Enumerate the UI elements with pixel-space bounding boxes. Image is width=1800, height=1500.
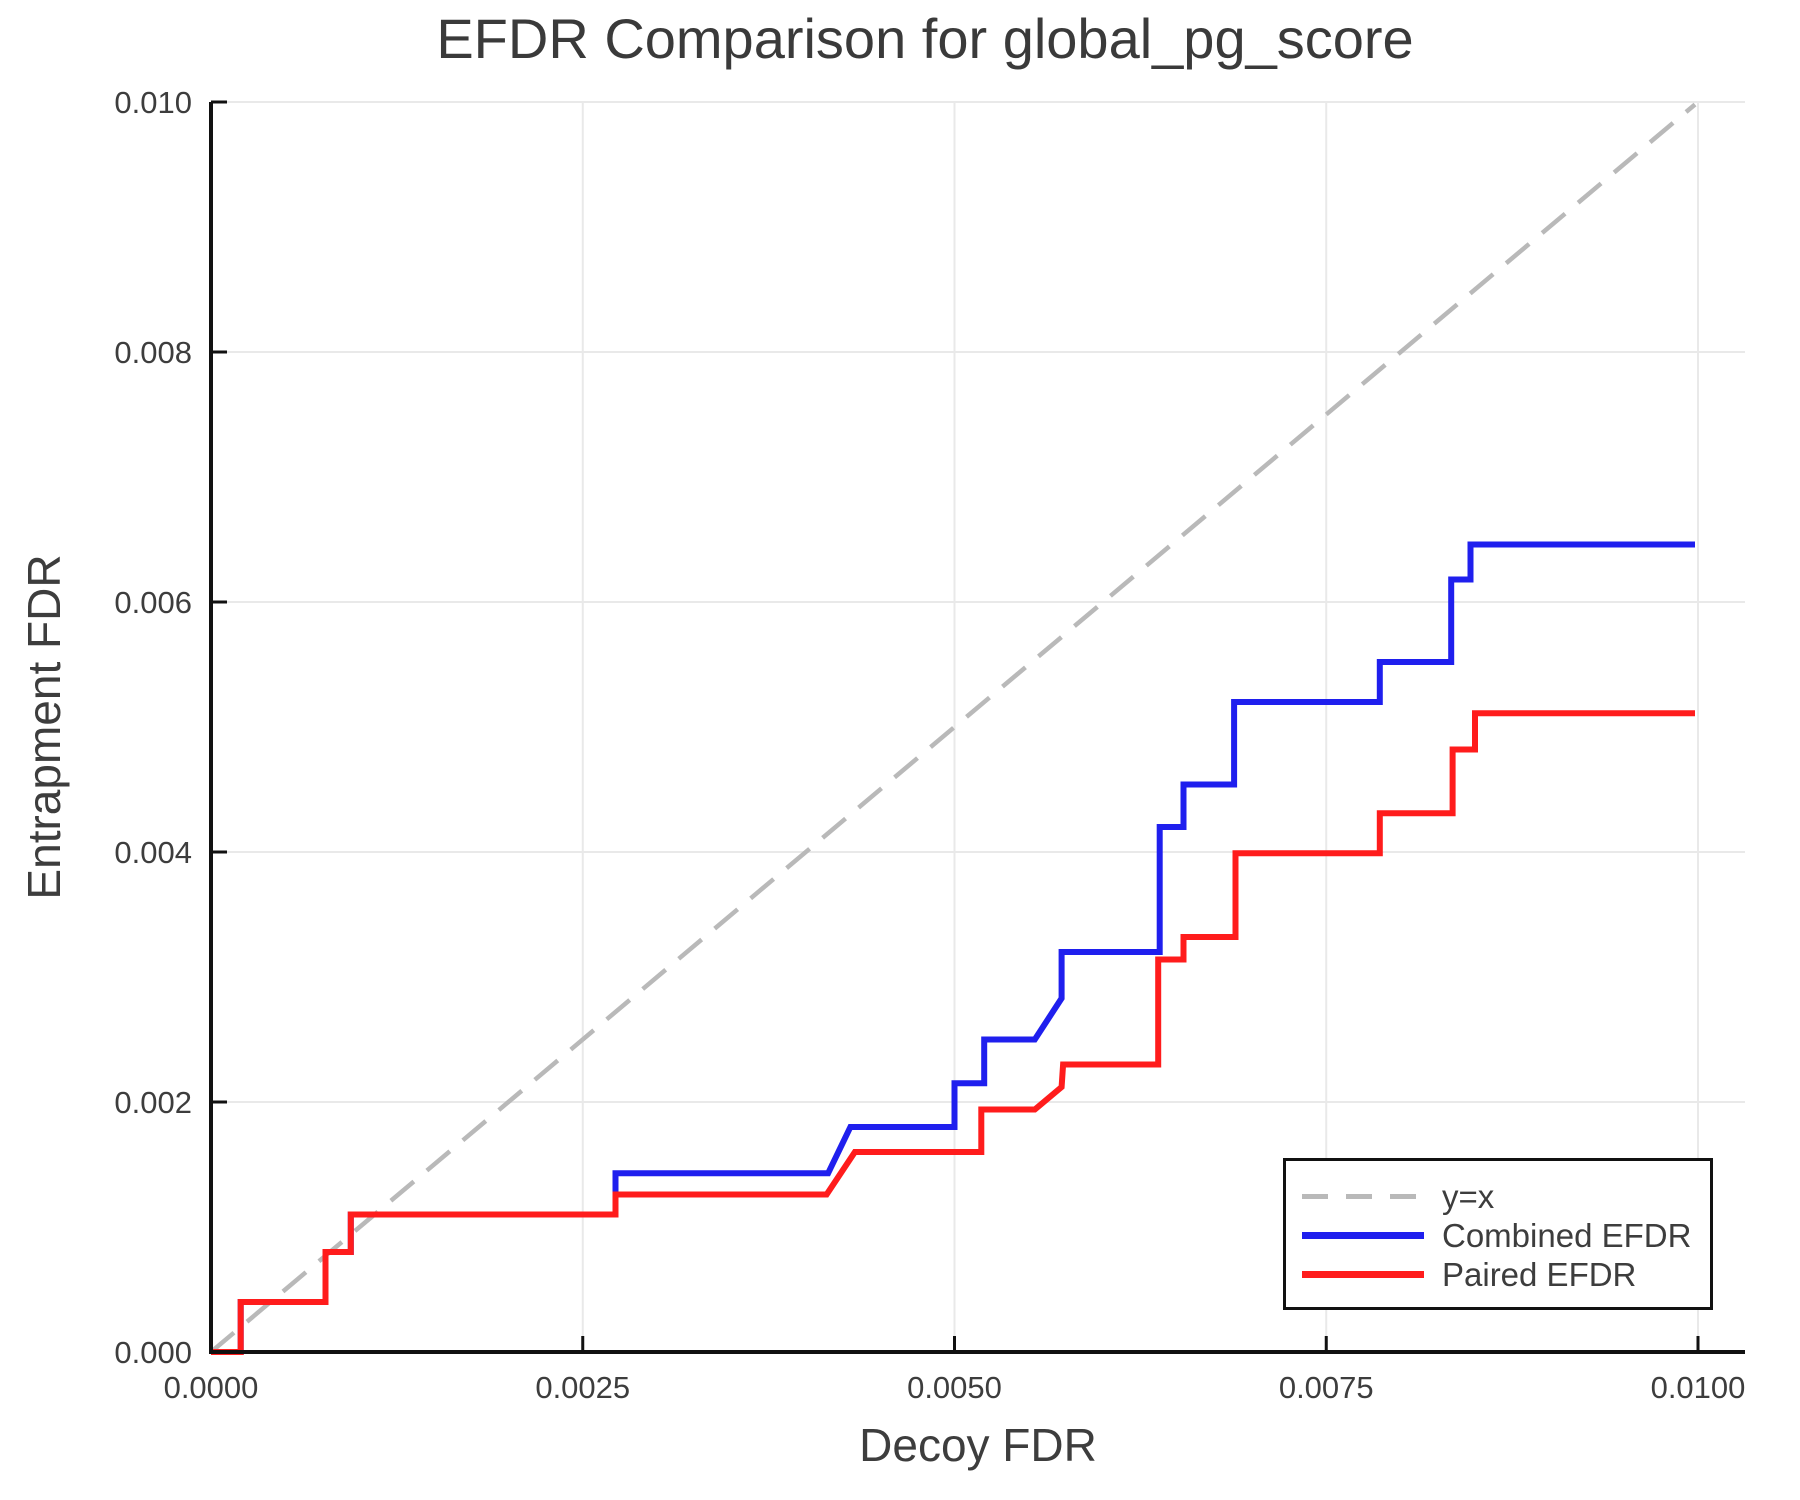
y-tick-label: 0.010 xyxy=(114,85,192,120)
chart-title: EFDR Comparison for global_pg_score xyxy=(436,7,1414,70)
y-tick-label: 0.006 xyxy=(114,585,192,620)
series-paired-efdr xyxy=(211,710,1695,1355)
y-tick-label: 0.004 xyxy=(114,835,192,870)
y-tick-label: 0.000 xyxy=(114,1335,192,1370)
y-tick-label: 0.002 xyxy=(114,1085,192,1120)
series-y-x xyxy=(209,102,1697,1354)
legend-line-paired-efdr-icon xyxy=(1302,1271,1424,1278)
x-tick-label: 0.0050 xyxy=(907,1370,1002,1405)
x-tick-label: 0.0000 xyxy=(164,1370,259,1405)
legend-label-yx: y=x xyxy=(1442,1178,1495,1215)
x-axis-label: Decoy FDR xyxy=(859,1419,1097,1471)
legend-line-combined-efdr-icon xyxy=(1302,1232,1424,1239)
legend-line-yx-icon xyxy=(1302,1194,1424,1199)
y-tick-label: 0.008 xyxy=(114,335,192,370)
legend-label-paired-efdr: Paired EFDR xyxy=(1442,1256,1637,1293)
legend-label-combined-efdr: Combined EFDR xyxy=(1442,1217,1692,1254)
legend: y=x Combined EFDR Paired EFDR xyxy=(1283,1158,1713,1310)
x-tick-label: 0.0075 xyxy=(1279,1370,1374,1405)
legend-row-paired-efdr: Paired EFDR xyxy=(1302,1255,1710,1294)
legend-row-yx: y=x xyxy=(1302,1177,1710,1216)
legend-row-combined-efdr: Combined EFDR xyxy=(1302,1216,1710,1255)
x-tick-label: 0.0100 xyxy=(1651,1370,1746,1405)
x-tick-label: 0.0025 xyxy=(535,1370,630,1405)
